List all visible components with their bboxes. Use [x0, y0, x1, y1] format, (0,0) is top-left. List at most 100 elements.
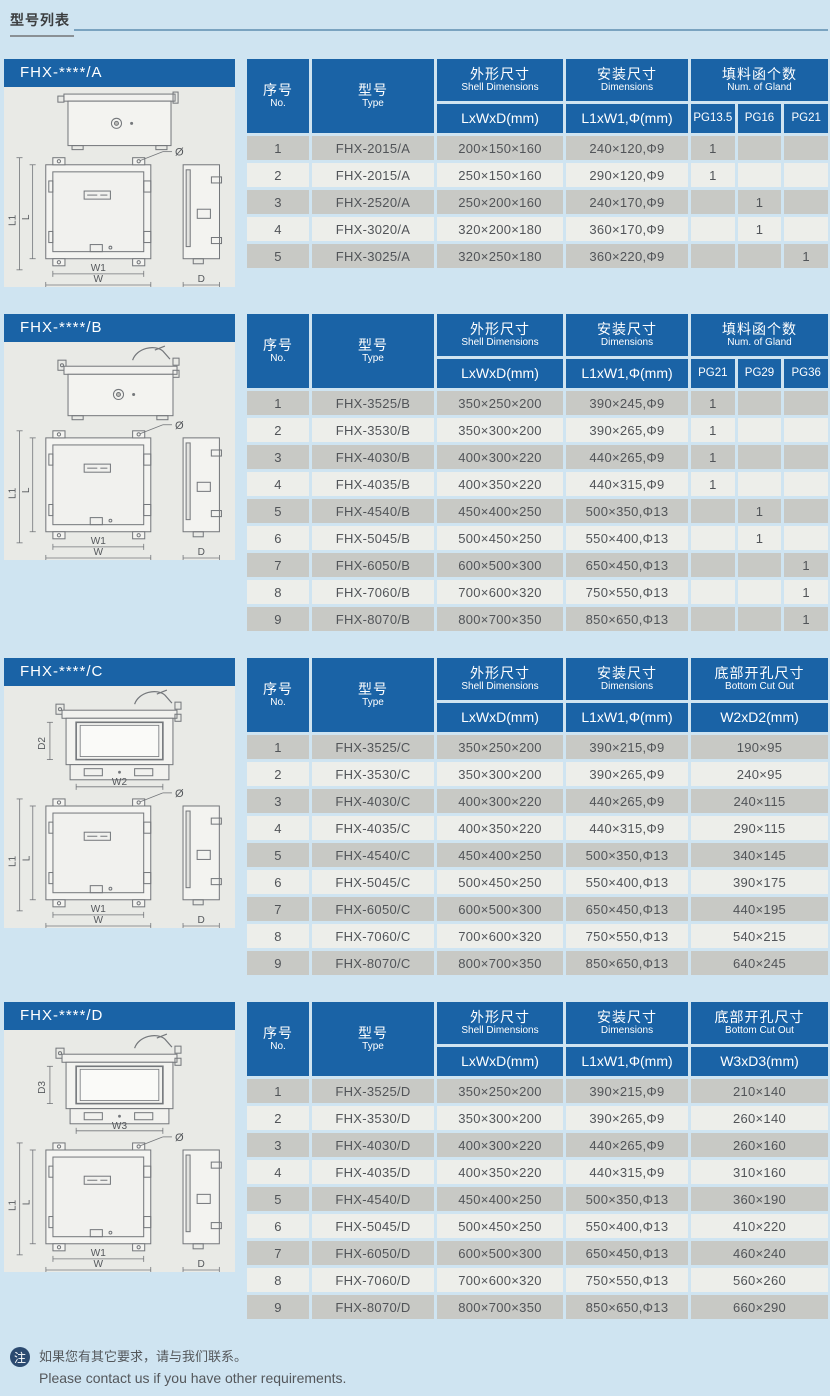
row-cutout-dimensions: 260×140 [691, 1106, 828, 1130]
top-view-plain [57, 91, 179, 151]
row-gland-count [737, 472, 782, 496]
row-no: 2 [247, 163, 309, 187]
row-shell-dimensions: 350×300×200 [437, 762, 563, 786]
row-type: FHX-3525/D [312, 1079, 434, 1103]
row-no: 5 [247, 843, 309, 867]
dim-label-d: D [198, 274, 205, 285]
col-shell-en: Shell Dimensions [461, 82, 539, 94]
dim-label-w1: W1 [91, 263, 107, 274]
col-header-install: 安装尺寸 Dimensions [566, 314, 688, 356]
col-shell-en: Shell Dimensions [461, 1025, 539, 1037]
col-install-en: Dimensions [600, 681, 654, 693]
row-gland-count [737, 553, 782, 577]
footer-note: 注 如果您有其它要求，请与我们联系。 Please contact us if … [10, 1346, 828, 1386]
row-shell-dimensions: 250×150×160 [437, 163, 563, 187]
table-header-d: 序号 No. 型号 Type 外形尺寸 Shell Dimensions 安装尺寸 Di… [247, 1002, 828, 1076]
col-install-en: Dimensions [600, 337, 654, 349]
col-no-en: No. [270, 697, 286, 709]
row-install-dimensions: 440×265,Φ9 [566, 445, 688, 469]
row-gland-count [691, 607, 735, 631]
row-type: FHX-4540/D [312, 1187, 434, 1211]
col-type-en: Type [362, 1041, 384, 1053]
row-gland-count [737, 445, 782, 469]
row-install-dimensions: 500×350,Φ13 [566, 499, 688, 523]
row-type: FHX-3025/A [312, 244, 434, 268]
section-fhx-a: FHX-****/A L1 L W1 W D Ø 序号 No. [4, 59, 828, 287]
col-install-en: Dimensions [600, 1025, 654, 1037]
col-header-cutout: 底部开孔尺寸 Bottom Cut Out [691, 1002, 828, 1044]
col-type-en: Type [362, 697, 384, 709]
row-install-dimensions: 390×265,Φ9 [566, 762, 688, 786]
row-install-dimensions: 850×650,Φ13 [566, 951, 688, 975]
row-gland-count: 1 [737, 526, 782, 550]
row-no: 3 [247, 445, 309, 469]
spec-table-c: 序号 No. 型号 Type 外形尺寸 Shell Dimensions 安装尺寸 Di… [247, 658, 828, 975]
row-gland-count [691, 580, 735, 604]
row-no: 4 [247, 1160, 309, 1184]
col-type-zh: 型号 [358, 81, 388, 98]
row-no: 4 [247, 217, 309, 241]
row-cutout-dimensions: 240×115 [691, 789, 828, 813]
row-no: 7 [247, 897, 309, 921]
col-header-gland-group: 填料函个数 Num. of Gland [691, 59, 828, 101]
row-shell-dimensions: 400×300×220 [437, 445, 563, 469]
row-shell-dimensions: 350×250×200 [437, 1079, 563, 1103]
technical-drawing-a: L1 L W1 W D Ø [4, 87, 235, 287]
col-no-en: No. [270, 1041, 286, 1053]
row-gland-count: 1 [691, 418, 735, 442]
row-install-dimensions: 360×220,Φ9 [566, 244, 688, 268]
row-shell-dimensions: 400×300×220 [437, 1133, 563, 1157]
col-header-install: 安装尺寸 Dimensions [566, 1002, 688, 1044]
row-install-dimensions: 360×170,Φ9 [566, 217, 688, 241]
col-header-gland-group: 填料函个数 Num. of Gland [691, 314, 828, 356]
col-header-no: 序号 No. [247, 59, 309, 133]
section-fhx-d: FHX-****/D D3 W3 L1 L W1 W [4, 1002, 828, 1319]
table-header-b: 序号 No. 型号 Type 外形尺寸 Shell Dimensions 安装尺寸 Di… [247, 314, 828, 388]
row-type: FHX-5045/B [312, 526, 434, 550]
row-shell-dimensions: 320×250×180 [437, 244, 563, 268]
row-no: 5 [247, 499, 309, 523]
row-gland-count [737, 418, 782, 442]
row-cutout-dimensions: 410×220 [691, 1214, 828, 1238]
row-shell-dimensions: 450×400×250 [437, 843, 563, 867]
series-title-a: FHX-****/A [4, 59, 235, 87]
col-shell-zh: 外形尺寸 [470, 664, 530, 681]
row-gland-count [784, 526, 828, 550]
col-header-no: 序号 No. [247, 314, 309, 388]
row-gland-count [784, 418, 828, 442]
col-subheader-pg2: PG29 [737, 359, 782, 388]
dim-label-l: L [21, 214, 32, 220]
row-no: 2 [247, 1106, 309, 1130]
technical-drawing: D2 W2 L1 L W1 W D Ø [8, 689, 222, 928]
technical-drawing-b: L1 L W1 W D Ø [4, 342, 235, 560]
row-shell-dimensions: 400×350×220 [437, 816, 563, 840]
dim-label-l: L [21, 487, 32, 493]
col-subheader-shell: LxWxD(mm) [437, 703, 563, 732]
row-shell-dimensions: 500×450×250 [437, 870, 563, 894]
row-install-dimensions: 550×400,Φ13 [566, 1214, 688, 1238]
col-subheader-pg1: PG13.5 [691, 104, 735, 133]
col-subheader-shell: LxWxD(mm) [437, 104, 563, 133]
dim-label-w1: W1 [91, 904, 107, 915]
row-install-dimensions: 650×450,Φ13 [566, 1241, 688, 1265]
col-subheader-install: L1xW1,Φ(mm) [566, 703, 688, 732]
row-shell-dimensions: 400×350×220 [437, 472, 563, 496]
row-shell-dimensions: 600×500×300 [437, 553, 563, 577]
row-no: 3 [247, 190, 309, 214]
row-shell-dimensions: 800×700×350 [437, 607, 563, 631]
col-type-zh: 型号 [358, 336, 388, 353]
row-install-dimensions: 750×550,Φ13 [566, 580, 688, 604]
row-type: FHX-4030/B [312, 445, 434, 469]
col-gland-zh: 填料函个数 [722, 320, 797, 337]
row-no: 8 [247, 924, 309, 948]
row-type: FHX-4035/D [312, 1160, 434, 1184]
col-subheader-pg2: PG16 [737, 104, 782, 133]
top-view-cutout: D2 W2 [37, 689, 182, 790]
row-no: 8 [247, 1268, 309, 1292]
row-shell-dimensions: 450×400×250 [437, 1187, 563, 1211]
row-cutout-dimensions: 210×140 [691, 1079, 828, 1103]
row-install-dimensions: 850×650,Φ13 [566, 607, 688, 631]
row-no: 3 [247, 1133, 309, 1157]
row-shell-dimensions: 450×400×250 [437, 499, 563, 523]
row-type: FHX-3525/C [312, 735, 434, 759]
